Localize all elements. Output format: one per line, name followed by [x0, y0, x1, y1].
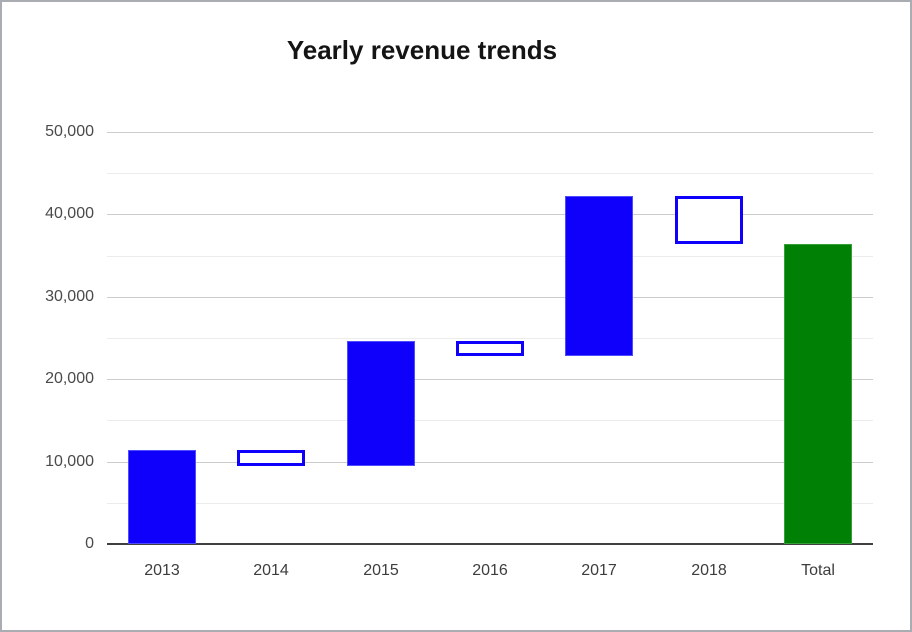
x-axis-label-2015: 2015: [363, 562, 399, 579]
gridline-minor-25000: [107, 338, 873, 339]
bar-2016[interactable]: [456, 341, 524, 356]
gridline-major-10000: [107, 462, 873, 463]
bar-2014[interactable]: [237, 450, 305, 466]
gridline-minor-15000: [107, 420, 873, 421]
gridline-major-20000: [107, 379, 873, 380]
chart-title: Yearly revenue trends: [286, 35, 558, 65]
x-axis-label-2017: 2017: [581, 562, 617, 579]
x-axis-label-2018: 2018: [691, 562, 727, 579]
x-axis-label-2013: 2013: [144, 562, 180, 579]
gridline-major-30000: [107, 297, 873, 298]
x-axis-label-2014: 2014: [253, 562, 289, 579]
gridline-major-40000: [107, 214, 873, 215]
y-tick-label-40000: 40,000: [45, 205, 94, 222]
gridline-minor-5000: [107, 503, 873, 504]
bar-2017[interactable]: [565, 196, 633, 356]
y-tick-label-20000: 20,000: [45, 370, 94, 387]
x-axis-baseline: [107, 543, 873, 545]
gridline-minor-35000: [107, 256, 873, 257]
bar-total[interactable]: [784, 244, 852, 544]
gridline-major-50000: [107, 132, 873, 133]
gridline-minor-45000: [107, 173, 873, 174]
y-tick-label-30000: 30,000: [45, 288, 94, 305]
x-axis-label-2016: 2016: [472, 562, 508, 579]
y-tick-label-10000: 10,000: [45, 453, 94, 470]
bar-2015[interactable]: [347, 341, 415, 466]
y-tick-label-0: 0: [85, 535, 94, 552]
bar-2013[interactable]: [128, 450, 196, 544]
x-axis-label-total: Total: [801, 562, 835, 579]
bar-2018[interactable]: [675, 196, 743, 244]
y-tick-label-50000: 50,000: [45, 123, 94, 140]
